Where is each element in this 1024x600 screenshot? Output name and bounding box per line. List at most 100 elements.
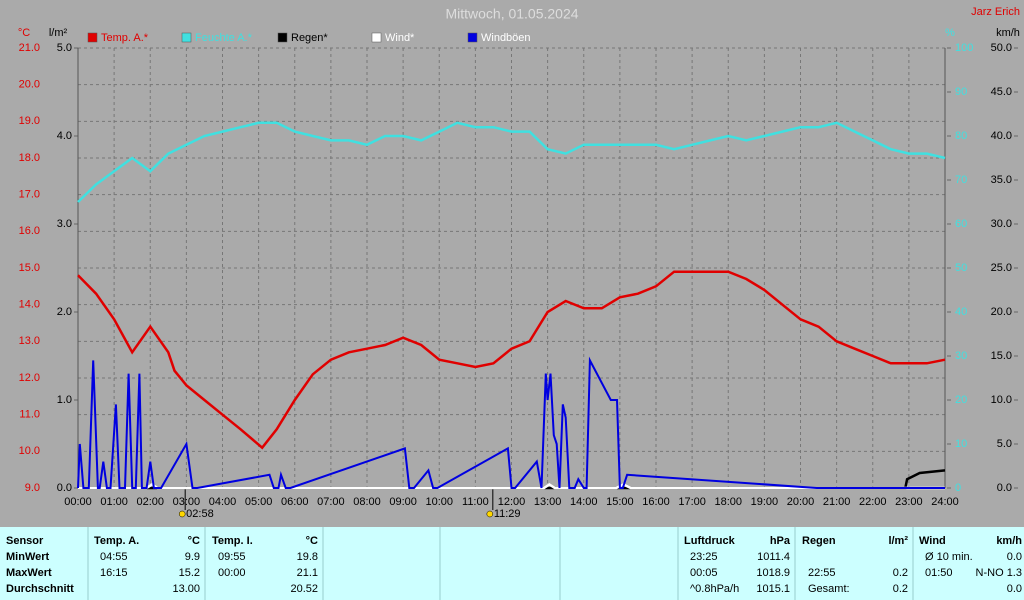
x-tick-label: 21:00 xyxy=(823,496,851,508)
x-tick-label: 07:00 xyxy=(317,496,345,508)
source: Jarz Erich xyxy=(971,6,1020,18)
row-label: MaxWert xyxy=(6,567,52,579)
table-bg xyxy=(0,527,1024,600)
y-tick-label: 80 xyxy=(955,130,967,142)
y-tick-label: 17.0 xyxy=(19,189,40,201)
table-cell: Gesamt: xyxy=(808,583,850,595)
table-header: Temp. A. xyxy=(94,535,139,547)
y2-unit: l/m² xyxy=(49,27,68,39)
annotation: 11:29 xyxy=(494,508,521,520)
y-tick-label: 21.0 xyxy=(19,42,40,54)
table-cell: 00:00 xyxy=(218,567,246,579)
y-tick-label: 5.0 xyxy=(997,438,1012,450)
table-cell: N-NO 1.3 xyxy=(976,567,1022,579)
table-unit: °C xyxy=(306,535,318,547)
x-tick-label: 09:00 xyxy=(389,496,417,508)
y4-unit: km/h xyxy=(996,27,1020,39)
x-tick-label: 23:00 xyxy=(895,496,923,508)
table-cell: ^0.8hPa/h xyxy=(690,583,739,595)
table-cell: 13.00 xyxy=(172,583,200,595)
y-tick-label: 4.0 xyxy=(57,130,72,142)
table-cell: 00:05 xyxy=(690,567,718,579)
y-tick-label: 20.0 xyxy=(19,79,40,91)
legend-label: Wind* xyxy=(385,32,415,44)
x-tick-label: 04:00 xyxy=(209,496,237,508)
y-tick-label: 40 xyxy=(955,306,967,318)
table-cell: 9.9 xyxy=(185,551,200,563)
legend-swatch xyxy=(277,32,288,43)
x-tick-label: 20:00 xyxy=(787,496,815,508)
y-unit: °C xyxy=(18,27,30,39)
y-tick-label: 50 xyxy=(955,262,967,274)
x-tick-label: 10:00 xyxy=(425,496,453,508)
table-header: Wind xyxy=(919,535,946,547)
y-tick-label: 40.0 xyxy=(991,130,1012,142)
table-cell: 0.2 xyxy=(893,583,908,595)
summary-table: Sensor MinWert MaxWert Durchschnitt Temp. A.… xyxy=(0,527,1024,600)
legend-swatch xyxy=(181,32,192,43)
x-tick-label: 08:00 xyxy=(353,496,381,508)
y-tick-label: 25.0 xyxy=(991,262,1012,274)
y-tick-label: 0.0 xyxy=(997,482,1012,494)
y-tick-label: 11.0 xyxy=(19,409,40,421)
y-tick-label: 13.0 xyxy=(19,335,40,347)
y-tick-label: 50.0 xyxy=(991,42,1012,54)
x-tick-label: 18:00 xyxy=(714,496,742,508)
table-cell: 1015.1 xyxy=(756,583,790,595)
chart-title: Mittwoch, 01.05.2024 xyxy=(445,6,578,22)
table-unit: l/m² xyxy=(888,535,908,547)
legend-label: Windböen xyxy=(481,32,531,44)
legend-swatch xyxy=(87,32,98,43)
y-tick-label: 16.0 xyxy=(19,225,40,237)
y-tick-label: 20 xyxy=(955,394,967,406)
table-cell: 01:50 xyxy=(925,567,953,579)
data-line xyxy=(77,270,946,450)
y-tick-label: 10 xyxy=(955,438,967,450)
table-cell: 20.52 xyxy=(290,583,318,595)
table-unit: hPa xyxy=(770,535,791,547)
legend-label: Temp. A.* xyxy=(101,32,149,44)
y-tick-label: 5.0 xyxy=(57,42,72,54)
y-tick-label: 2.0 xyxy=(57,306,72,318)
table-cell: 22:55 xyxy=(808,567,836,579)
table-cell: 0.0 xyxy=(1007,583,1022,595)
y-tick-label: 14.0 xyxy=(19,299,40,311)
table-cell: 04:55 xyxy=(100,551,128,563)
x-tick-label: 15:00 xyxy=(606,496,634,508)
y3-unit: % xyxy=(945,27,955,39)
legend-swatch xyxy=(467,32,478,43)
x-tick-label: 12:00 xyxy=(498,496,526,508)
y-tick-label: 35.0 xyxy=(991,174,1012,186)
y-tick-label: 90 xyxy=(955,86,967,98)
x-tick-label: 22:00 xyxy=(859,496,887,508)
y-tick-label: 15.0 xyxy=(19,262,40,274)
y-tick-label: 0 xyxy=(955,482,961,494)
data-line xyxy=(77,356,945,489)
y-tick-label: 15.0 xyxy=(991,350,1012,362)
y-tick-label: 30 xyxy=(955,350,967,362)
table-unit: km/h xyxy=(996,535,1022,547)
y-tick-label: 70 xyxy=(955,174,967,186)
x-tick-label: 01:00 xyxy=(100,496,128,508)
y-tick-label: 18.0 xyxy=(19,152,40,164)
table-cell: 23:25 xyxy=(690,551,718,563)
table-header: Temp. I. xyxy=(212,535,253,547)
annotation: 02:58 xyxy=(186,508,214,520)
y-tick-label: 19.0 xyxy=(19,115,40,127)
y-tick-label: 1.0 xyxy=(57,394,72,406)
y-tick-label: 9.0 xyxy=(25,482,40,494)
y-tick-label: 60 xyxy=(955,218,967,230)
event-icon xyxy=(486,510,494,518)
row-label: MinWert xyxy=(6,551,50,563)
table-cell: 09:55 xyxy=(218,551,246,563)
table-cell: 0.2 xyxy=(893,567,908,579)
x-tick-label: 03:00 xyxy=(173,496,201,508)
y-tick-label: 10.0 xyxy=(19,445,40,457)
x-tick-label: 24:00 xyxy=(931,496,959,508)
x-tick-label: 16:00 xyxy=(642,496,670,508)
table-cell: 19.8 xyxy=(297,551,318,563)
x-tick-label: 00:00 xyxy=(64,496,92,508)
y-tick-label: 100 xyxy=(955,42,973,54)
legend-label: Feuchte A.* xyxy=(195,32,253,44)
